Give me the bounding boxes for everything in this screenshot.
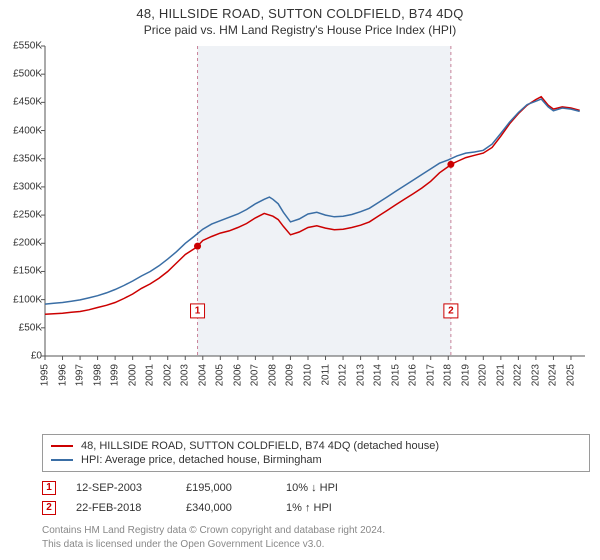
sale-row-price: £195,000 [186,482,266,494]
chart-titles: 48, HILLSIDE ROAD, SUTTON COLDFIELD, B74… [0,0,600,37]
legend-label: HPI: Average price, detached house, Birm… [81,454,322,466]
legend-row: 48, HILLSIDE ROAD, SUTTON COLDFIELD, B74… [51,439,581,453]
sale-row-delta: 10% ↓ HPI [286,482,376,494]
sale-dot-2 [447,161,454,168]
sale-row-delta: 1% ↑ HPI [286,502,376,514]
legend-label: 48, HILLSIDE ROAD, SUTTON COLDFIELD, B74… [81,440,439,452]
sale-row-marker: 1 [42,481,56,495]
chart-subtitle: Price paid vs. HM Land Registry's House … [0,23,600,37]
sale-annotations: 1 12-SEP-2003 £195,000 10% ↓ HPI 2 22-FEB-201… [42,478,590,518]
hpi-band [198,46,451,356]
legend-swatch [51,445,73,447]
sale-row-date: 12-SEP-2003 [76,482,166,494]
sale-row-price: £340,000 [186,502,266,514]
sale-marker-label-1: 1 [195,305,201,316]
sale-row: 2 22-FEB-2018 £340,000 1% ↑ HPI [42,498,590,518]
chart-svg: 12 [0,38,600,398]
sale-marker-label-2: 2 [448,305,454,316]
footer-line-1: Contains HM Land Registry data © Crown c… [42,524,590,538]
sale-row-marker: 2 [42,501,56,515]
sale-row: 1 12-SEP-2003 £195,000 10% ↓ HPI [42,478,590,498]
attribution-footer: Contains HM Land Registry data © Crown c… [42,524,590,551]
footer-line-2: This data is licensed under the Open Gov… [42,538,590,552]
sale-dot-1 [194,243,201,250]
legend-swatch [51,459,73,461]
chart-title: 48, HILLSIDE ROAD, SUTTON COLDFIELD, B74… [0,6,600,21]
legend: 48, HILLSIDE ROAD, SUTTON COLDFIELD, B74… [42,434,590,472]
legend-row: HPI: Average price, detached house, Birm… [51,453,581,467]
chart-area: £0£50K£100K£150K£200K£250K£300K£350K£400… [0,38,600,398]
sale-row-date: 22-FEB-2018 [76,502,166,514]
